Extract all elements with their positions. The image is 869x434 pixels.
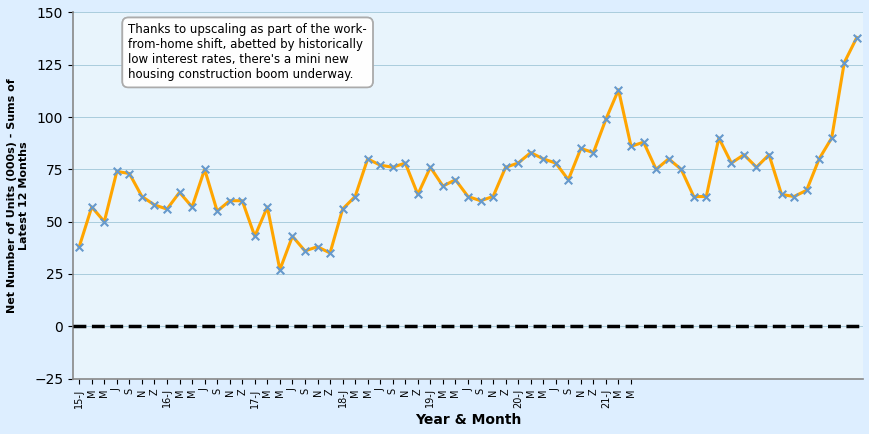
Point	[97, 218, 111, 225]
Point	[511, 160, 525, 167]
Point	[135, 193, 149, 200]
Point	[699, 193, 713, 200]
Point	[385, 164, 399, 171]
Point	[623, 143, 637, 150]
Point	[673, 166, 687, 173]
Point	[561, 176, 574, 183]
Point	[824, 135, 838, 141]
Point	[748, 164, 762, 171]
Point	[448, 176, 462, 183]
Point	[398, 160, 412, 167]
Point	[373, 162, 387, 169]
Point	[235, 197, 249, 204]
Point	[599, 115, 613, 122]
Point	[123, 170, 136, 177]
Point	[836, 59, 850, 66]
Point	[410, 191, 424, 198]
Point	[435, 183, 449, 190]
Text: Thanks to upscaling as part of the work-
from-home shift, abetted by historicall: Thanks to upscaling as part of the work-…	[128, 23, 367, 82]
Point	[799, 187, 813, 194]
Point	[210, 208, 224, 215]
Point	[736, 151, 750, 158]
Point	[611, 86, 625, 93]
Point	[335, 206, 349, 213]
Point	[574, 145, 587, 152]
Point	[473, 197, 487, 204]
Point	[523, 149, 537, 156]
Point	[711, 135, 725, 141]
Point	[185, 204, 199, 210]
Point	[786, 193, 800, 200]
Point	[486, 193, 500, 200]
Point	[172, 189, 186, 196]
Point	[197, 166, 211, 173]
Point	[310, 243, 324, 250]
Point	[724, 160, 738, 167]
Point	[761, 151, 775, 158]
Point	[535, 155, 549, 162]
X-axis label: Year & Month: Year & Month	[415, 413, 521, 427]
Point	[222, 197, 236, 204]
Point	[648, 166, 662, 173]
Point	[273, 266, 287, 273]
Point	[636, 139, 650, 146]
Point	[84, 204, 98, 210]
Point	[661, 155, 675, 162]
Point	[348, 193, 362, 200]
Point	[298, 247, 312, 254]
Text: Thanks to upscaling as part of the work-
from-home shift, abetted by historicall: Thanks to upscaling as part of the work-…	[128, 23, 367, 82]
Point	[812, 155, 826, 162]
Point	[322, 250, 336, 256]
Point	[361, 155, 375, 162]
Point	[109, 168, 123, 175]
Y-axis label: Net Number of Units (000s) - Sums of
Latest 12 Months: Net Number of Units (000s) - Sums of Lat…	[7, 78, 29, 313]
Point	[160, 206, 174, 213]
Point	[285, 233, 299, 240]
Point	[849, 34, 863, 41]
Point	[148, 201, 162, 208]
Point	[461, 193, 474, 200]
Point	[586, 149, 600, 156]
Point	[498, 164, 512, 171]
Point	[423, 164, 437, 171]
Point	[72, 243, 86, 250]
Point	[686, 193, 700, 200]
Point	[260, 204, 274, 210]
Point	[548, 160, 562, 167]
Point	[773, 191, 787, 198]
Point	[248, 233, 262, 240]
